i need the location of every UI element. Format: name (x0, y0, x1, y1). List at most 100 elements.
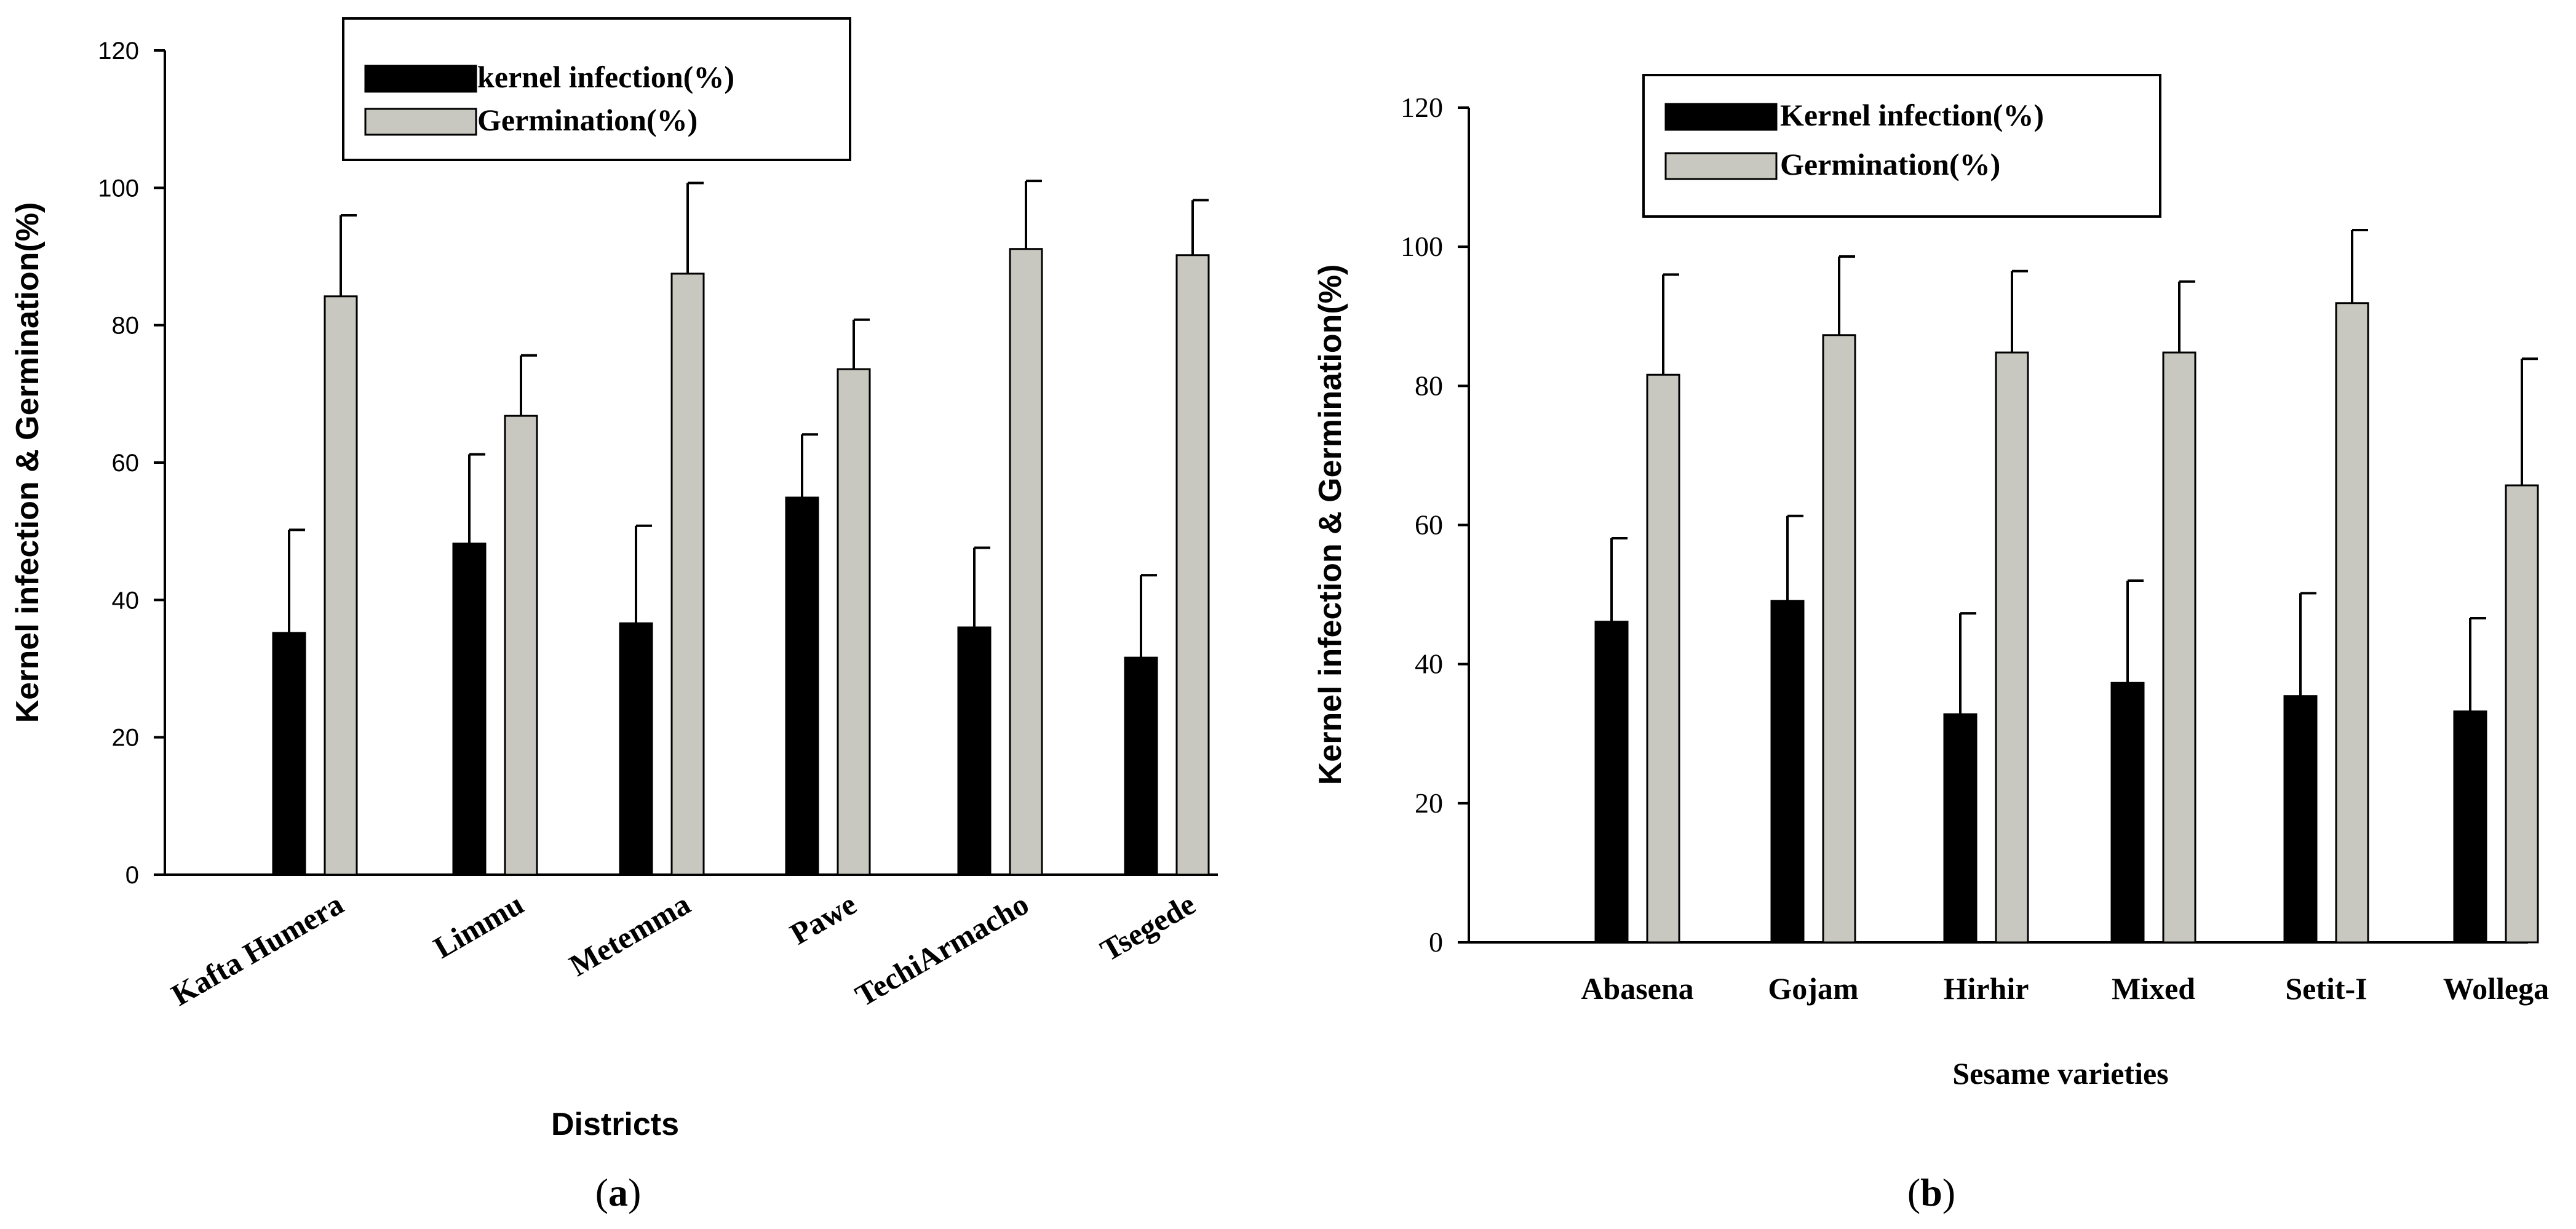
bar-kernel-infection (1943, 713, 1978, 944)
y-tick-label: 100 (1401, 231, 1443, 262)
bar-germination (1646, 373, 1680, 944)
error-bar (1838, 255, 1855, 335)
chart-panel-b: 0 20 40 60 80 100 120 Abasena Gojam Hirhir Mixed Se… (1313, 74, 2549, 1214)
error-bar (1959, 612, 1976, 715)
x-category-label: Tsegede (1094, 886, 1201, 968)
error-bar (340, 214, 357, 296)
x-category-label: Gojam (1768, 971, 1858, 1006)
legend-label-germination: Germination(%) (477, 103, 698, 137)
chart-panel-a: 0 20 40 60 80 100 120 Kafta Humera Limmu Metemma P… (10, 17, 1218, 1214)
y-tick-label: 0 (1429, 926, 1443, 958)
bar-germination (837, 368, 871, 876)
error-bar (1662, 273, 1679, 375)
bar-kernel-infection (2110, 682, 2145, 944)
error-bar (468, 453, 485, 544)
error-bar (2299, 592, 2316, 696)
y-tick-label: 60 (112, 450, 140, 477)
error-bar (2469, 617, 2486, 712)
bar-germination (2505, 484, 2539, 944)
bar-kernel-infection (452, 543, 487, 876)
error-bar (1786, 514, 1803, 601)
y-tick-label: 80 (1415, 370, 1443, 401)
bar-kernel-infection (2453, 710, 2487, 944)
y-tick-label: 120 (1401, 92, 1443, 123)
bar-germination (1009, 248, 1043, 876)
panel-label: (b) (1907, 1171, 1955, 1214)
panel-label-open-paren: ( (1907, 1171, 1920, 1214)
legend-swatch-kernel-infection (1664, 103, 1778, 131)
legend-box (1642, 74, 2161, 218)
y-tick-label: 40 (1415, 648, 1443, 680)
y-tick-label: 40 (112, 587, 140, 614)
bar-kernel-infection (272, 632, 306, 876)
error-bar (1025, 180, 1042, 249)
legend-label-germination: Germination(%) (1780, 147, 2000, 181)
panel-label-close-paren: ) (1942, 1171, 1955, 1214)
bar-germination (1175, 254, 1210, 876)
bar-germination (1995, 351, 2029, 944)
y-tick-label: 80 (112, 312, 140, 340)
error-bar (520, 354, 537, 416)
panel-label: (a) (595, 1171, 642, 1214)
bar-kernel-infection (619, 622, 653, 876)
bar-germination (670, 272, 705, 876)
bar-kernel-infection (957, 626, 992, 876)
y-tick-label: 60 (1415, 509, 1443, 541)
error-bar (2126, 579, 2144, 683)
y-tick-label: 120 (98, 38, 139, 65)
error-bar (1610, 536, 1628, 622)
x-category-label: Mixed (2112, 971, 2195, 1006)
x-category-label: Abasena (1581, 971, 1693, 1006)
x-category-label: Kafta Humera (165, 886, 349, 1012)
error-bar (1191, 199, 1209, 255)
legend-swatch-kernel-infection (364, 65, 477, 93)
error-bar (801, 433, 818, 498)
x-axis-title: Districts (551, 1107, 679, 1142)
panel-label-close-paren: ) (628, 1171, 641, 1214)
y-axis-title: Kernel infection & Germination(%) (1313, 264, 1348, 786)
bar-germination (1822, 334, 1856, 944)
x-category-label: Wollega (2443, 971, 2549, 1006)
legend: kernel infection(%) Germination(%) (342, 17, 851, 161)
legend: Kernel infection(%) Germination(%) (1642, 74, 2161, 218)
y-tick-label: 100 (98, 175, 139, 202)
error-bar (973, 546, 990, 627)
error-bar (1140, 574, 1157, 658)
error-bar (2351, 229, 2368, 303)
legend-swatch-germination (1664, 152, 1778, 180)
error-bar (2011, 269, 2028, 353)
error-bar (686, 181, 704, 274)
panel-label-open-paren: ( (595, 1171, 608, 1214)
panel-label-letter: b (1920, 1171, 1942, 1214)
y-tick-label: 20 (112, 725, 140, 752)
bar-kernel-infection (785, 496, 819, 876)
bar-germination (504, 415, 538, 876)
x-axis-title: Sesame varieties (1952, 1056, 2168, 1091)
x-category-label: Pawe (784, 886, 862, 951)
legend-swatch-germination (364, 108, 477, 136)
error-bar (635, 524, 652, 624)
x-category-label: Hirhir (1944, 971, 2029, 1006)
bar-kernel-infection (1770, 600, 1805, 944)
error-bar (2178, 280, 2195, 353)
x-category-label: TechiArmacho (849, 886, 1035, 1013)
bar-germination (324, 295, 358, 876)
x-category-label: Limmu (427, 886, 529, 965)
y-axis-title: Kernel infection & Germination(%) (10, 202, 46, 723)
bar-germination (2335, 302, 2369, 944)
legend-label-kernel-infection: kernel infection(%) (477, 60, 734, 94)
bar-kernel-infection (1124, 656, 1158, 876)
x-category-label: Metemma (563, 886, 696, 983)
error-bar (2521, 357, 2538, 486)
error-bar (853, 318, 870, 370)
panel-label-letter: a (608, 1171, 628, 1214)
bar-kernel-infection (2283, 695, 2318, 944)
y-tick-label: 20 (1415, 787, 1443, 819)
bar-germination (2162, 351, 2196, 944)
error-bar (288, 528, 305, 633)
x-category-label: Setit-I (2285, 971, 2367, 1006)
legend-label-kernel-infection: Kernel infection(%) (1780, 98, 2044, 132)
y-tick-label: 0 (125, 862, 139, 889)
bar-kernel-infection (1594, 621, 1629, 944)
